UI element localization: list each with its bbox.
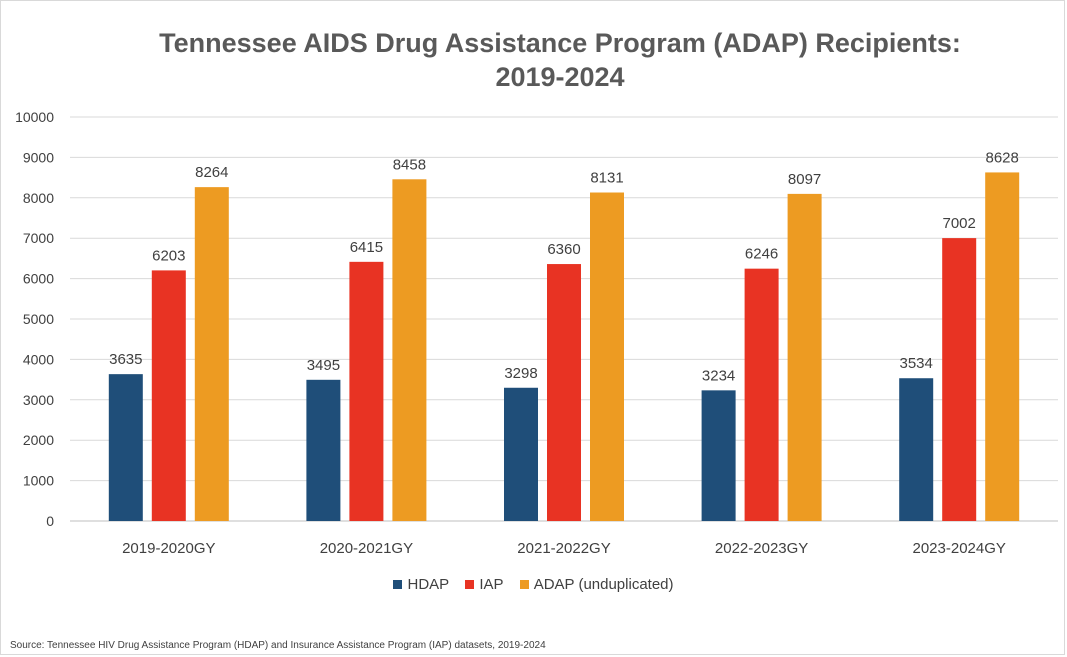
y-tick-label-2000: 2000: [23, 432, 54, 448]
source-note: Source: Tennessee HIV Drug Assistance Pr…: [10, 640, 546, 651]
bar-adap-2023-2024GY: [985, 172, 1020, 521]
data-label-hdap-2019-2020GY: 3635: [109, 351, 142, 368]
bar-hdap-2022-2023GY: [701, 390, 736, 521]
legend-item-iap: IAP: [465, 576, 504, 593]
legend-item-adap: ADAP (unduplicated): [519, 576, 674, 593]
bars: [108, 172, 1020, 521]
bar-adap-2019-2020GY: [194, 187, 229, 521]
legend-swatch-hdap: [393, 580, 403, 589]
y-tick-label-7000: 7000: [23, 230, 54, 246]
data-label-adap-2023-2024GY: 8628: [986, 149, 1019, 166]
data-label-hdap-2022-2023GY: 3234: [702, 367, 735, 384]
data-label-hdap-2020-2021GY: 3495: [307, 357, 340, 374]
data-labels: 3635 6203 8264 3495 6415 8458 3298 6360 8131 3234…: [109, 149, 1019, 384]
data-label-iap-2021-2022GY: 6360: [547, 241, 580, 258]
y-axis-tick-labels: 0 1000 2000 3000 4000 5000 6000 7000 8000 9000 100…: [15, 109, 54, 529]
y-tick-label-9000: 9000: [23, 149, 54, 165]
legend-label-adap: ADAP (unduplicated): [533, 576, 674, 593]
data-label-hdap-2023-2024GY: 3534: [900, 355, 933, 372]
bar-adap-2021-2022GY: [590, 192, 624, 521]
bar-adap-2020-2021GY: [392, 179, 427, 521]
bar-iap-2020-2021GY: [349, 261, 384, 521]
x-category-label-2020-2021GY: 2020-2021GY: [320, 540, 413, 557]
y-tick-label-10000: 10000: [15, 109, 54, 125]
bar-hdap-2023-2024GY: [899, 378, 934, 521]
data-label-adap-2022-2023GY: 8097: [788, 171, 821, 188]
data-label-adap-2020-2021GY: 8458: [393, 156, 426, 173]
data-label-iap-2023-2024GY: 7002: [943, 215, 976, 232]
chart-title: Tennessee AIDS Drug Assistance Program (…: [60, 26, 1060, 94]
y-tick-label-1000: 1000: [23, 473, 54, 489]
legend: HDAP IAP ADAP (unduplicated): [0, 576, 1067, 593]
data-label-adap-2021-2022GY: 8131: [590, 170, 623, 187]
chart-title-line-2: 2019-2024: [495, 62, 625, 92]
y-tick-label-0: 0: [46, 513, 54, 529]
data-label-hdap-2021-2022GY: 3298: [504, 365, 537, 382]
data-label-iap-2020-2021GY: 6415: [350, 239, 383, 256]
x-category-label-2019-2020GY: 2019-2020GY: [122, 540, 215, 557]
legend-label-iap: IAP: [479, 576, 504, 593]
y-tick-label-8000: 8000: [23, 190, 54, 206]
legend-label-hdap: HDAP: [407, 576, 450, 593]
bar-iap-2021-2022GY: [547, 264, 581, 521]
bar-hdap-2019-2020GY: [108, 374, 143, 521]
x-axis-category-labels: 2019-2020GY 2020-2021GY 2021-2022GY 2022-20…: [122, 540, 1006, 557]
legend-swatch-adap: [519, 580, 529, 589]
bar-adap-2022-2023GY: [787, 193, 822, 521]
bar-hdap-2020-2021GY: [306, 379, 341, 521]
x-category-label-2022-2023GY: 2022-2023GY: [715, 540, 808, 557]
data-label-iap-2022-2023GY: 6246: [745, 246, 778, 263]
data-label-iap-2019-2020GY: 6203: [152, 247, 185, 264]
bar-iap-2019-2020GY: [151, 270, 186, 521]
bar-iap-2022-2023GY: [744, 268, 779, 521]
bar-iap-2023-2024GY: [942, 238, 977, 521]
x-category-label-2023-2024GY: 2023-2024GY: [912, 540, 1005, 557]
data-label-adap-2019-2020GY: 8264: [195, 164, 228, 181]
y-tick-label-5000: 5000: [23, 311, 54, 327]
legend-swatch-iap: [465, 580, 475, 589]
chart-title-line-1: Tennessee AIDS Drug Assistance Program (…: [159, 28, 961, 58]
y-tick-label-4000: 4000: [23, 351, 54, 367]
bar-hdap-2021-2022GY: [504, 387, 538, 521]
y-tick-label-3000: 3000: [23, 392, 54, 408]
x-category-label-2021-2022GY: 2021-2022GY: [517, 540, 610, 557]
y-tick-label-6000: 6000: [23, 271, 54, 287]
legend-item-hdap: HDAP: [393, 576, 449, 593]
